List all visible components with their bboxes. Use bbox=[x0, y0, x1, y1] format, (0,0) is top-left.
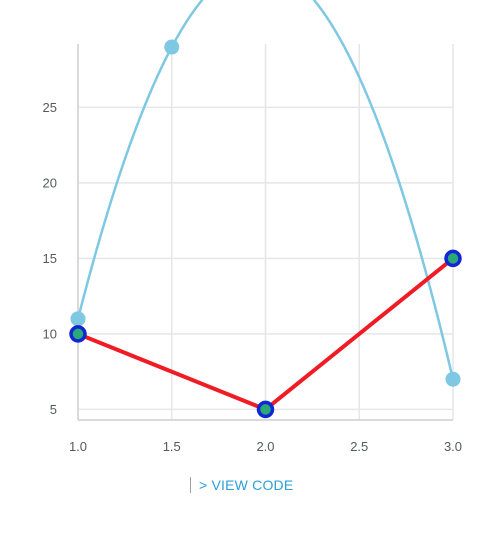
y-tick-label: 15 bbox=[43, 251, 57, 266]
y-tick-label: 25 bbox=[43, 100, 57, 115]
y-axis-ticks: 5 10 15 20 25 bbox=[43, 100, 57, 417]
series-1-point bbox=[70, 311, 86, 327]
grid-lines bbox=[77, 44, 454, 420]
x-axis-ticks: 1.0 1.5 2.0 2.5 3.0 bbox=[69, 439, 462, 454]
y-tick-label: 10 bbox=[43, 326, 57, 341]
view-code-link[interactable]: > VIEW CODE bbox=[199, 477, 294, 493]
footer: > VIEW CODE bbox=[190, 477, 293, 493]
x-tick-label: 1.5 bbox=[163, 439, 181, 454]
x-tick-label: 2.5 bbox=[350, 439, 368, 454]
series-1-line bbox=[76, 0, 455, 380]
series-1-point bbox=[164, 39, 180, 55]
footer-separator bbox=[190, 477, 191, 493]
series-2-point bbox=[444, 249, 462, 268]
line-chart: 1.0 1.5 2.0 2.5 3.0 5 10 15 20 25 bbox=[43, 0, 462, 454]
x-tick-label: 3.0 bbox=[444, 439, 462, 454]
axes bbox=[77, 44, 453, 421]
series-2-point bbox=[69, 325, 87, 343]
series-2-point bbox=[256, 400, 275, 419]
y-tick-label: 5 bbox=[50, 402, 57, 417]
x-tick-label: 2.0 bbox=[256, 439, 274, 454]
series-1-point bbox=[445, 371, 461, 387]
y-tick-label: 20 bbox=[43, 175, 57, 190]
x-tick-label: 1.0 bbox=[69, 439, 87, 454]
series-layer bbox=[69, 0, 462, 419]
